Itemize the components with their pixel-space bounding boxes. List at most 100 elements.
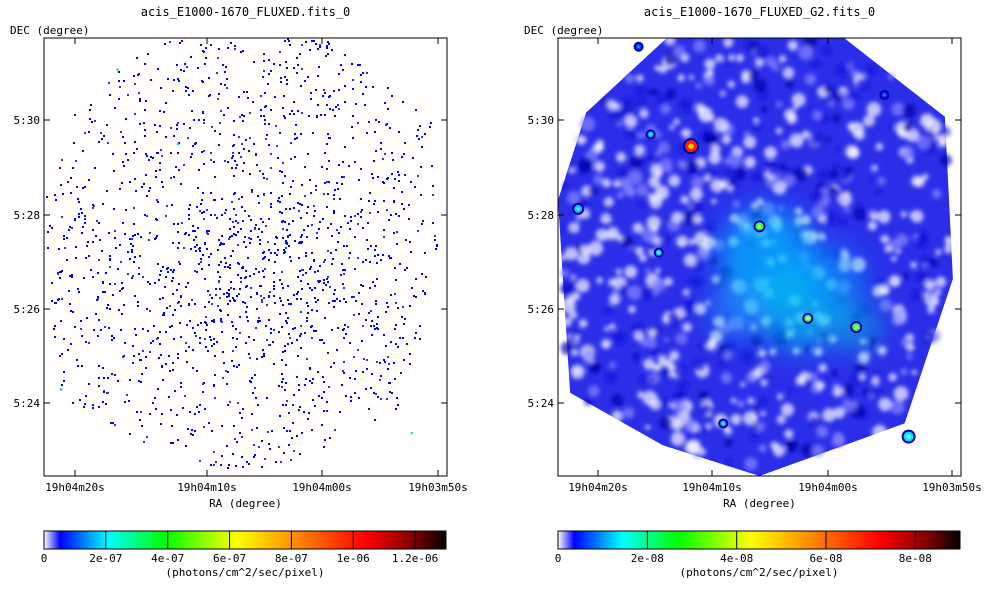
- photon-pixel: [312, 378, 314, 380]
- photon-pixel: [235, 220, 237, 222]
- emission-blob: [566, 190, 581, 205]
- photon-pixel: [140, 411, 142, 413]
- photon-pixel: [343, 273, 345, 275]
- emission-blob: [573, 368, 580, 374]
- photon-pixel: [344, 269, 346, 271]
- photon-pixel: [84, 215, 86, 217]
- photon-pixel: [393, 232, 395, 234]
- photon-pixel: [118, 98, 120, 100]
- photon-pixel: [213, 161, 215, 163]
- photon-pixel: [148, 190, 150, 192]
- photon-pixel: [371, 334, 373, 336]
- colorbar-tick-label: 8e-07: [275, 552, 308, 565]
- photon-pixel: [324, 92, 326, 94]
- photon-pixel: [340, 274, 342, 276]
- photon-pixel: [311, 252, 313, 254]
- emission-blob: [891, 312, 905, 326]
- photon-pixel: [404, 174, 406, 176]
- emission-blob: [687, 202, 694, 210]
- photon-pixel: [248, 215, 250, 217]
- photon-pixel: [288, 245, 290, 247]
- photon-pixel: [315, 43, 317, 45]
- photon-pixel: [329, 95, 331, 97]
- emission-blob: [671, 211, 684, 223]
- photon-pixel: [314, 297, 316, 299]
- photon-pixel: [323, 279, 325, 281]
- photon-pixel: [112, 422, 114, 424]
- photon-pixel: [266, 339, 268, 341]
- emission-blob: [945, 235, 952, 243]
- photon-pixel: [409, 353, 411, 355]
- photon-pixel: [203, 119, 205, 121]
- photon-pixel: [281, 271, 283, 273]
- photon-pixel: [273, 285, 275, 287]
- photon-pixel: [144, 63, 146, 65]
- photon-pixel: [194, 430, 196, 432]
- photon-pixel: [149, 232, 151, 234]
- photon-pixel: [404, 269, 406, 271]
- photon-pixel: [61, 384, 63, 386]
- photon-pixel: [284, 345, 286, 347]
- photon-pixel: [249, 173, 251, 175]
- photon-pixel: [147, 281, 149, 283]
- photon-pixel: [284, 350, 286, 352]
- photon-pixel: [154, 124, 156, 126]
- photon-pixel: [327, 281, 329, 283]
- emission-blob: [732, 200, 741, 208]
- photon-pixel: [249, 137, 251, 139]
- photon-pixel: [297, 276, 299, 278]
- emission-blob: [710, 144, 721, 155]
- photon-pixel: [327, 193, 329, 195]
- photon-pixel: [358, 179, 360, 181]
- photon-pixel: [384, 102, 386, 104]
- photon-pixel: [113, 337, 115, 339]
- photon-pixel: [199, 404, 201, 406]
- photon-pixel: [369, 192, 371, 194]
- emission-blob: [666, 312, 681, 327]
- photon-pixel: [281, 195, 283, 197]
- colorbar-tick-label: 0: [555, 552, 562, 565]
- emission-blob: [823, 84, 833, 94]
- emission-blob: [758, 349, 767, 358]
- photon-pixel: [132, 275, 134, 277]
- photon-pixel: [294, 133, 296, 135]
- photon-pixel: [408, 218, 410, 220]
- emission-blob: [776, 415, 786, 425]
- emission-blob: [616, 191, 625, 199]
- emission-blob: [564, 246, 578, 261]
- photon-pixel: [300, 298, 302, 300]
- photon-pixel: [307, 312, 309, 314]
- photon-pixel: [189, 320, 191, 322]
- photon-pixel: [286, 83, 288, 85]
- photon-pixel: [205, 346, 207, 348]
- photon-pixel: [300, 133, 302, 135]
- photon-pixel: [294, 156, 296, 158]
- photon-pixel: [214, 397, 216, 399]
- photon-pixel: [410, 251, 412, 253]
- photon-pixel: [284, 117, 286, 119]
- photon-pixel: [150, 342, 152, 344]
- photon-pixel: [114, 230, 116, 232]
- photon-pixel: [255, 224, 257, 226]
- photon-pixel: [302, 269, 304, 271]
- photon-pixel: [268, 73, 270, 75]
- photon-pixel: [241, 114, 243, 116]
- photon-pixel: [399, 337, 401, 339]
- emission-blob: [730, 397, 737, 404]
- emission-blob: [812, 444, 825, 457]
- photon-pixel: [404, 318, 406, 320]
- photon-pixel: [229, 300, 231, 302]
- photon-pixel: [289, 256, 291, 258]
- photon-pixel: [299, 406, 301, 408]
- photon-pixel: [214, 374, 216, 376]
- photon-pixel: [365, 86, 367, 88]
- photon-pixel: [290, 260, 292, 262]
- emission-blob: [608, 323, 616, 331]
- photon-pixel: [189, 204, 191, 206]
- photon-pixel: [305, 255, 307, 257]
- emission-blob: [815, 380, 825, 391]
- emission-blob: [833, 406, 846, 419]
- photon-pixel: [177, 357, 179, 359]
- emission-blob: [651, 278, 666, 293]
- photon-pixel: [364, 104, 366, 106]
